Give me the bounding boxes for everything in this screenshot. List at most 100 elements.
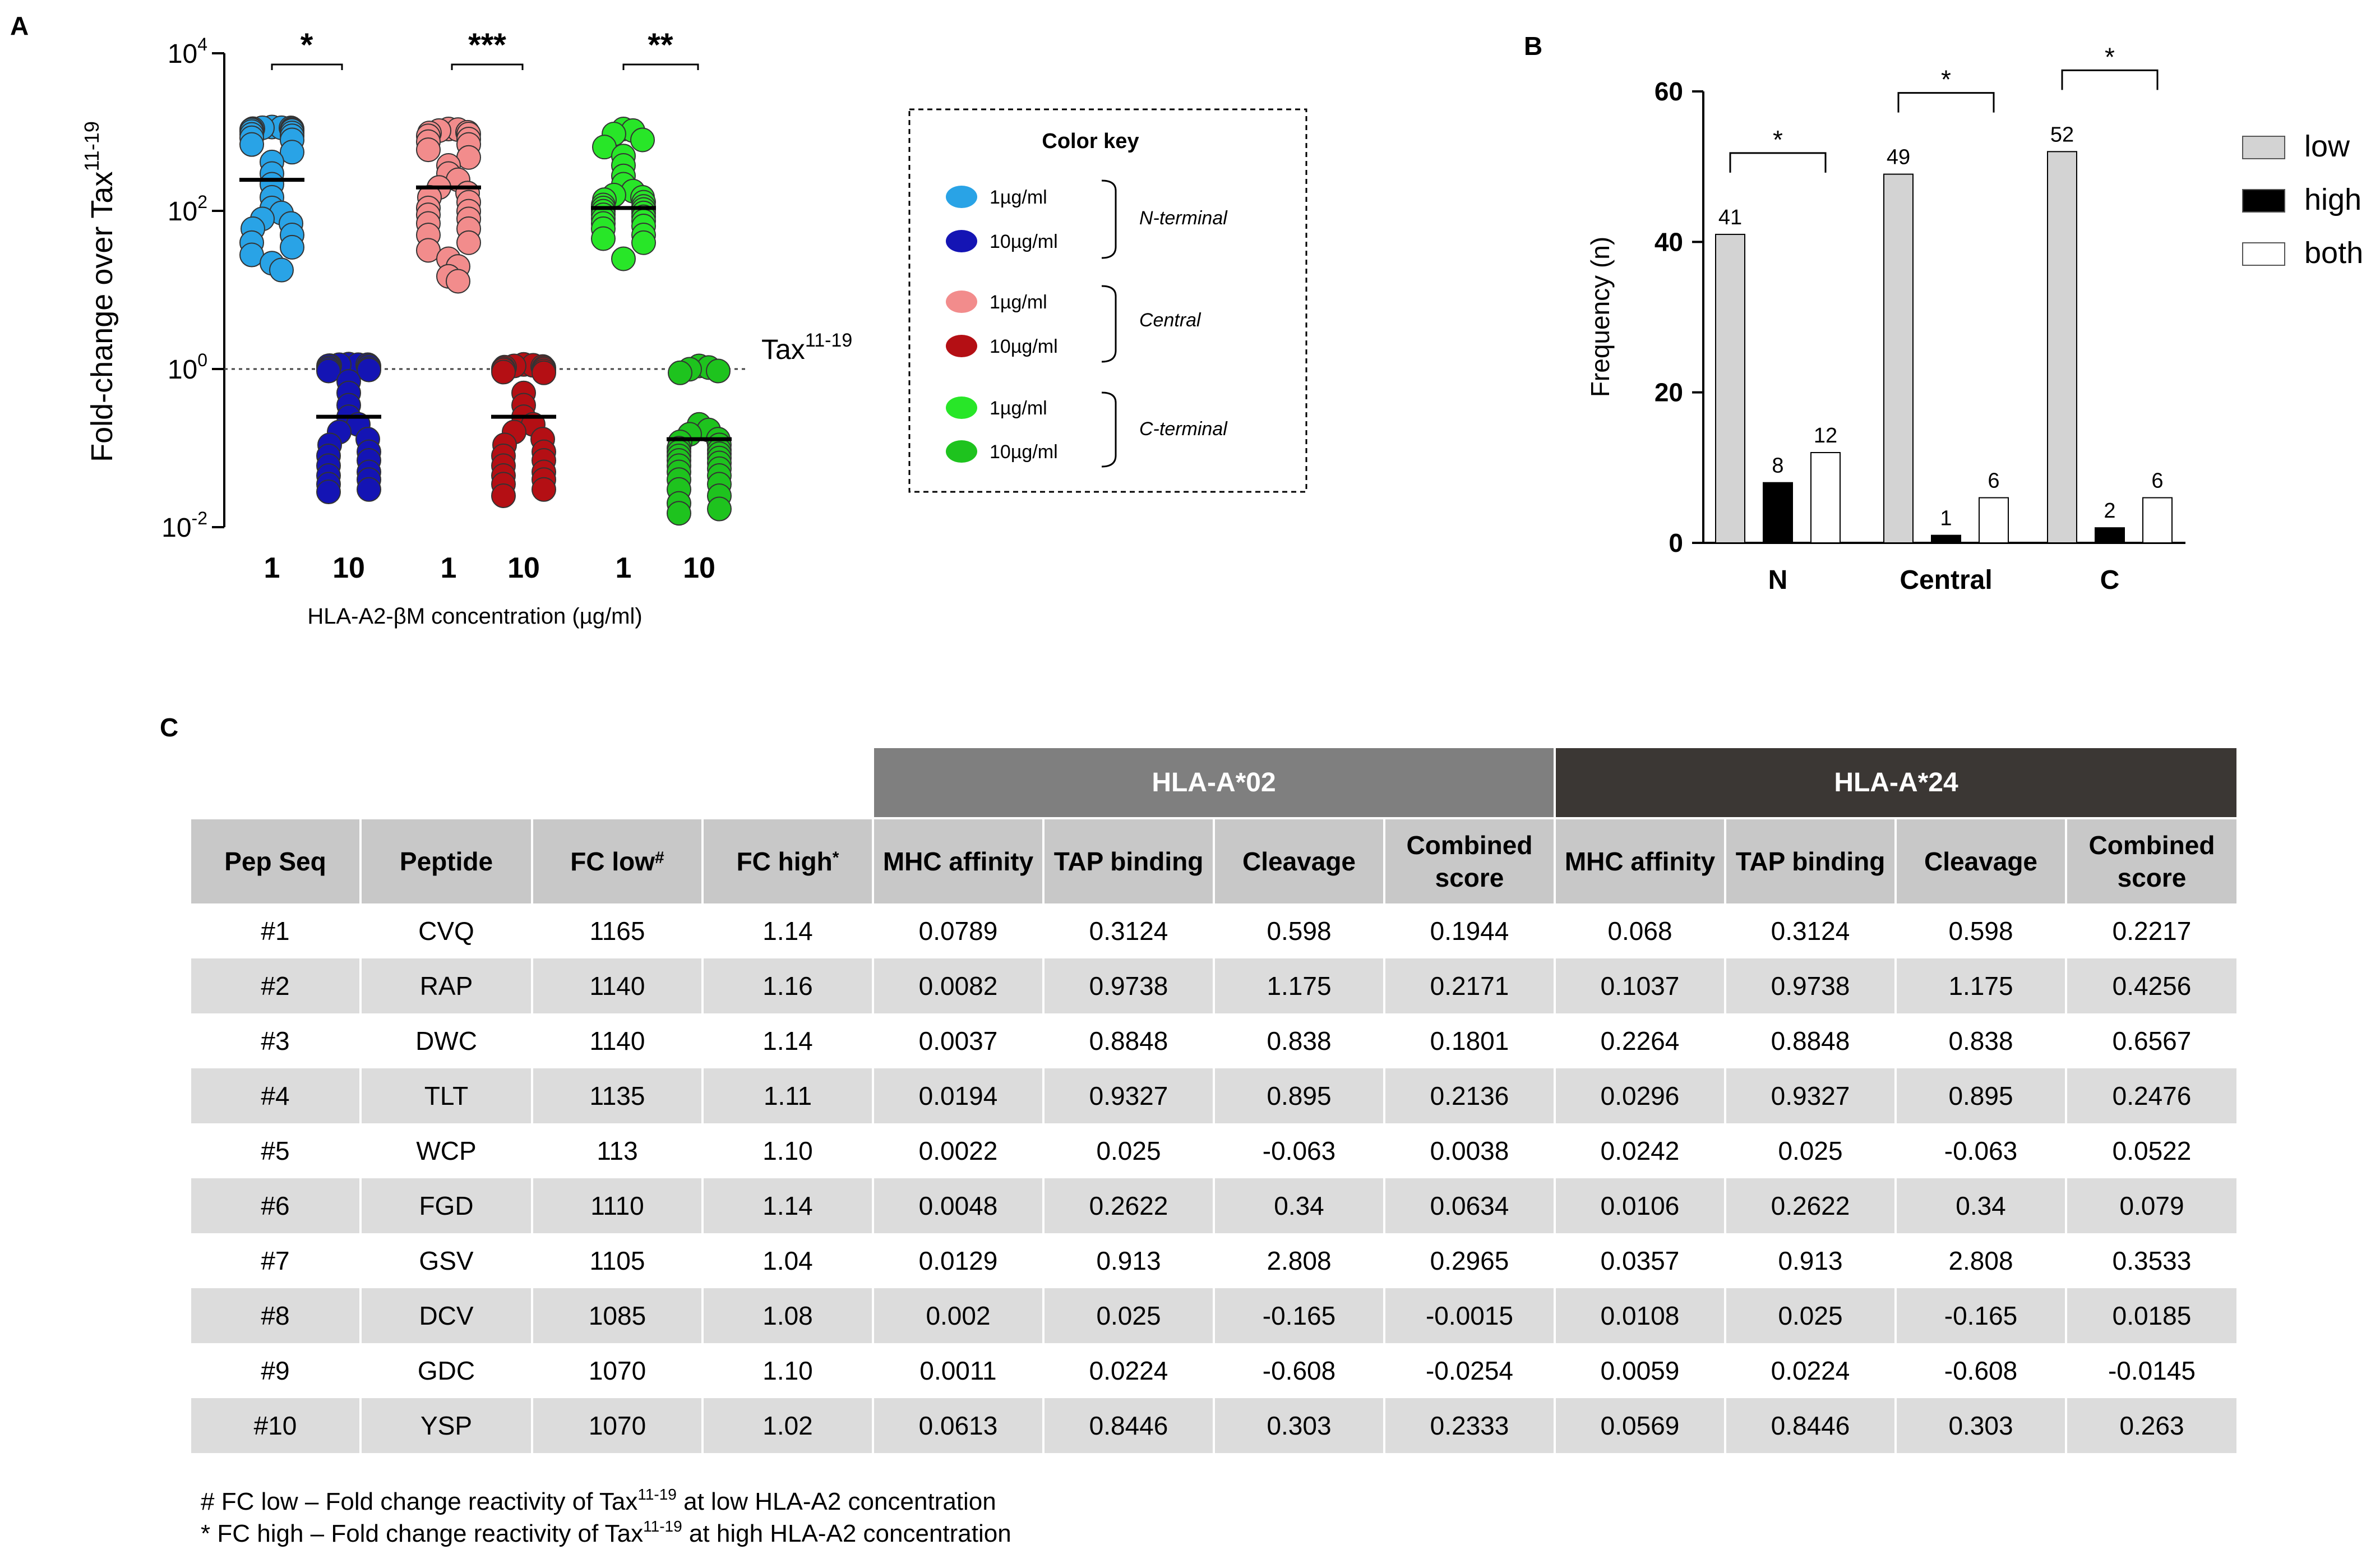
scatter-points-group <box>239 114 732 526</box>
scatter-point <box>446 269 470 294</box>
color-key-swatch <box>946 440 977 463</box>
color-key-group-label: C-terminal <box>1139 418 1228 440</box>
x-tick-label-a: 10 <box>507 552 540 584</box>
y-ticks-b: 0 20 40 60 <box>1655 77 1703 557</box>
table-group-header-hla-a24: HLA-A*24 <box>1554 748 2236 818</box>
bar-both <box>2142 497 2173 543</box>
significance-bracket-a <box>451 63 524 70</box>
table-body: #1 CVQ 1165 1.14 0.0789 0.3124 0.598 0.1944 0.06… <box>191 903 2236 1453</box>
scatter-point <box>532 477 556 502</box>
table-cell: 0.0022 <box>872 1123 1043 1178</box>
color-key-item-label: 1µg/ml <box>990 187 1047 208</box>
table-cell: 0.3124 <box>1042 903 1214 958</box>
table-cell: 0.0185 <box>2065 1288 2236 1343</box>
table-cell: -0.0145 <box>2065 1343 2236 1398</box>
significance-marker-b: * <box>1941 65 1951 94</box>
significance-marker-a: ** <box>648 27 673 63</box>
table-cell: 1135 <box>531 1068 703 1123</box>
table-cell: 1.175 <box>1213 958 1384 1013</box>
significance-marker-b: * <box>2105 42 2115 71</box>
table-cell: 0.002 <box>872 1288 1043 1343</box>
table-cell: 0.9327 <box>1724 1068 1896 1123</box>
table-cell: 0.2171 <box>1383 958 1555 1013</box>
reference-line-label: Tax11-19 <box>761 330 852 365</box>
table-cell: CVQ <box>359 903 532 958</box>
x-tick-label-a: 1 <box>441 552 457 584</box>
table-cell: -0.063 <box>1213 1123 1384 1178</box>
table-cell: 0.8848 <box>1724 1013 1896 1068</box>
table-cell: 0.0011 <box>872 1343 1043 1398</box>
scatter-point <box>706 358 731 384</box>
table-cell: 0.34 <box>1213 1178 1384 1233</box>
table-cell: 1.14 <box>701 1178 873 1233</box>
significance-bracket-b <box>1729 152 1827 173</box>
table-cell: DCV <box>359 1288 532 1343</box>
table-cell: 0.913 <box>1042 1233 1214 1288</box>
table-cell: GSV <box>359 1233 532 1288</box>
table-cell: -0.165 <box>1894 1288 2066 1343</box>
color-key-group-label: Central <box>1139 310 1201 331</box>
table-cell: 0.0059 <box>1554 1343 1725 1398</box>
table-cell: #6 <box>191 1178 361 1233</box>
color-key-bracket <box>1101 285 1117 363</box>
table-cell: 0.025 <box>1724 1123 1896 1178</box>
table-cell: 0.303 <box>1213 1398 1384 1453</box>
table-cell: 0.0224 <box>1724 1343 1896 1398</box>
table-cell: DWC <box>359 1013 532 1068</box>
scatter-point <box>532 360 556 385</box>
table-cell: 0.9738 <box>1724 958 1896 1013</box>
scatter-point <box>357 357 381 382</box>
color-key-bracket <box>1101 391 1117 468</box>
table-cell: 0.079 <box>2065 1178 2236 1233</box>
table-cell: -0.165 <box>1213 1288 1384 1343</box>
table-group-header-hla-a02: HLA-A*02 <box>872 748 1555 818</box>
table-cell: 0.2622 <box>1724 1178 1896 1233</box>
table-cell: 0.0037 <box>872 1013 1043 1068</box>
col-header-tap-binding: TAP binding <box>1724 817 1896 903</box>
table-cell: 0.0194 <box>872 1068 1043 1123</box>
table-cell: -0.608 <box>1213 1343 1384 1398</box>
table-cell: 1070 <box>531 1398 703 1453</box>
table-cell: 0.8848 <box>1042 1013 1214 1068</box>
x-tick-label-b: C <box>2100 565 2120 595</box>
table-cell: 0.0129 <box>872 1233 1043 1288</box>
scatter-point <box>456 230 481 255</box>
table-cell: #8 <box>191 1288 361 1343</box>
table-cell: 0.2622 <box>1042 1178 1214 1233</box>
bar-high <box>1931 534 1961 543</box>
col-header-pep-seq: Pep Seq <box>191 817 361 903</box>
bar-value-label: 6 <box>2151 469 2163 493</box>
table-cell: -0.0254 <box>1383 1343 1555 1398</box>
color-key-title: Color key <box>1042 130 1139 153</box>
table-cell: 1.16 <box>701 958 873 1013</box>
table-cell: 0.025 <box>1042 1123 1214 1178</box>
legend-label-both: both <box>2304 236 2363 270</box>
bar-value-label: 52 <box>2050 123 2074 146</box>
table-cell: 1.02 <box>701 1398 873 1453</box>
table-cell: 0.1037 <box>1554 958 1725 1013</box>
table-cell: #10 <box>191 1398 361 1453</box>
significance-bracket-a <box>271 63 343 70</box>
table-cell: 0.0522 <box>2065 1123 2236 1178</box>
table-cell: 0.2136 <box>1383 1068 1555 1123</box>
scatter-point <box>416 137 441 163</box>
y-tick-label-b: 0 <box>1669 528 1683 557</box>
bar-value-label: 1 <box>1940 507 1952 531</box>
col-header-mhc-affinity: MHC affinity <box>1554 817 1725 903</box>
panel-c-label-html: C <box>160 713 179 742</box>
legend-swatch-high <box>2242 189 2285 213</box>
col-header-peptide: Peptide <box>359 817 532 903</box>
scatter-point <box>316 479 341 505</box>
scatter-point <box>491 483 516 508</box>
table-cell: #7 <box>191 1233 361 1288</box>
y-tick-label-a: 10-2 <box>161 508 207 543</box>
significance-bracket-b <box>1897 92 1995 113</box>
bar-value-label: 12 <box>1814 424 1837 448</box>
col-header-combined-score: Combined score <box>1383 817 1555 903</box>
scatter-point <box>668 360 692 385</box>
table-row: #10 YSP 1070 1.02 0.0613 0.8446 0.303 0.2333 0.0… <box>191 1398 2236 1453</box>
table-row: #8 DCV 1085 1.08 0.002 0.025 -0.165 -0.0015 0.01… <box>191 1288 2236 1343</box>
table-cell: 0.2264 <box>1554 1013 1725 1068</box>
table-cell: 0.2476 <box>2065 1068 2236 1123</box>
panel-a-scatter-chart: A 104 102 100 10-2 Fold-change over Tax1… <box>10 11 852 629</box>
